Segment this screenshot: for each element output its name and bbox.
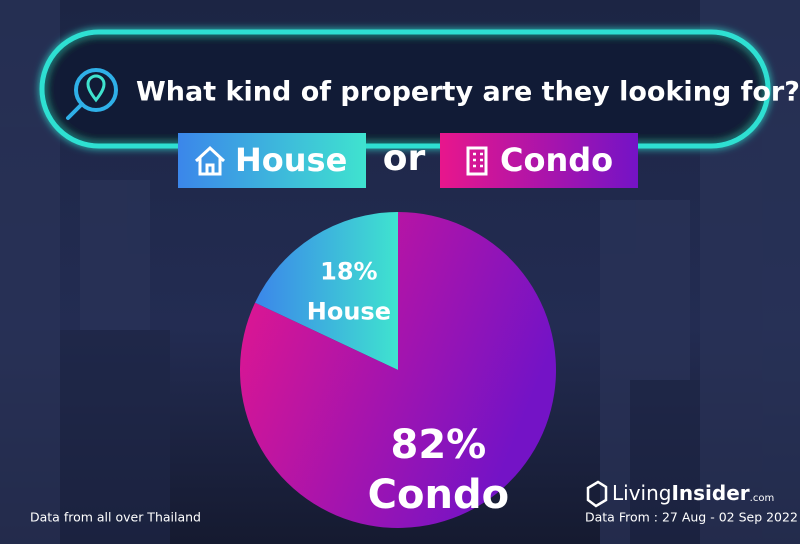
connector: or: [383, 138, 426, 179]
brand-logo: [586, 480, 608, 508]
brand-insider: Insider: [671, 481, 749, 505]
pie: 18% House 82%Condo: [239, 212, 556, 528]
value-label: 82%: [391, 422, 487, 468]
house-option: House: [235, 141, 347, 179]
title: What kind of property are they looking f…: [136, 77, 800, 108]
category-label: House: [307, 298, 391, 326]
condo-option: Condo: [500, 141, 613, 179]
title-frame: [39, 29, 771, 149]
category-label: Condo: [368, 472, 509, 518]
brand-living: Living: [612, 481, 671, 505]
search-icon: [66, 68, 118, 120]
pie-slice: [255, 212, 398, 370]
source: Data From : 27 Aug - 02 Sep 2022: [585, 510, 798, 525]
pie-slice: [239, 212, 556, 528]
brand: LivingInsider.com: [612, 481, 774, 505]
value-label: 18%: [320, 258, 377, 286]
condo-icon: [466, 146, 488, 176]
brand-domain: .com: [750, 493, 775, 504]
house-icon: [194, 145, 226, 176]
house-chip: [178, 133, 366, 188]
footer-note: Data from all over Thailand: [30, 510, 201, 525]
